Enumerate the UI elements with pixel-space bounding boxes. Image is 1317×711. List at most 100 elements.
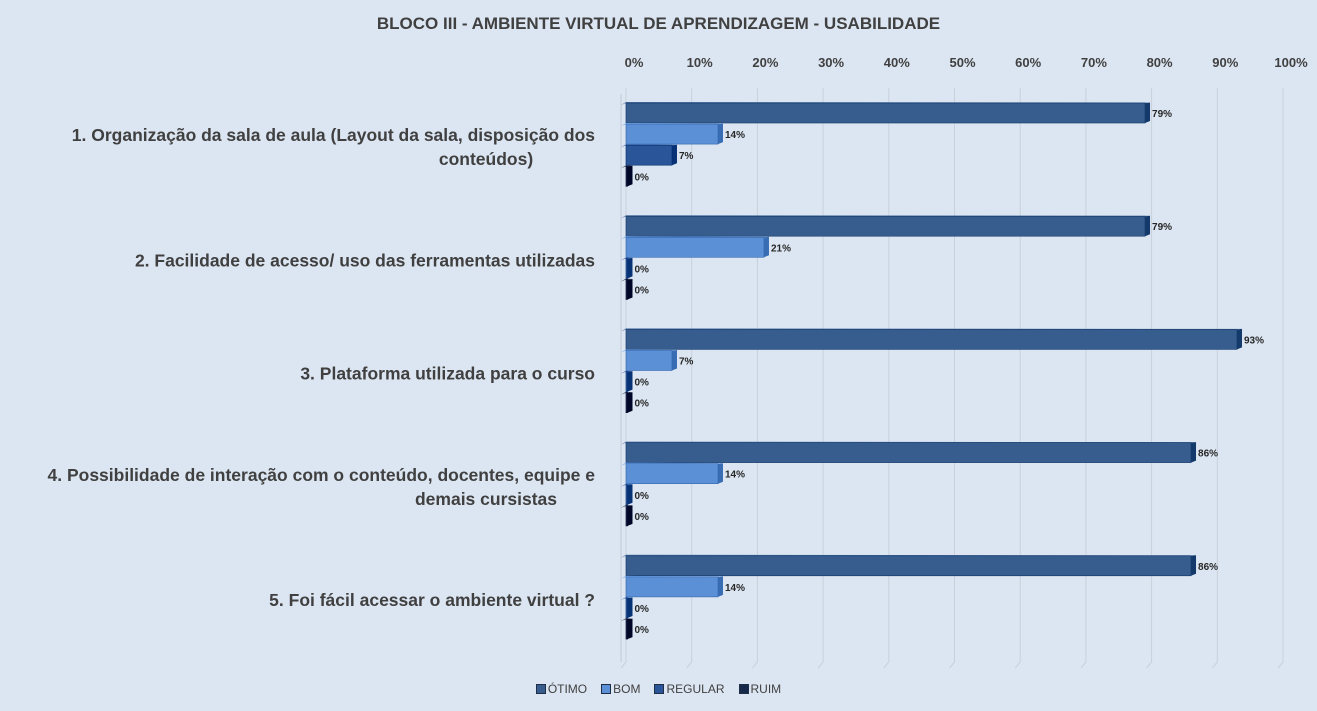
data-label: 0% (635, 512, 650, 523)
x-tick-label: 100% (1274, 55, 1308, 70)
bar-top (621, 618, 633, 622)
bar-side (627, 165, 633, 187)
bar (625, 618, 628, 640)
x-tick-label: 70% (1081, 55, 1107, 70)
chart-legend: ÓTIMO BOM REGULAR RUIM (0, 682, 1317, 696)
category-label: 2. Facilidade de acesso/ uso das ferrame… (135, 250, 595, 270)
bar-side (763, 236, 769, 258)
bar-side (1191, 555, 1197, 576)
bar-side (1145, 215, 1151, 237)
bar-side (671, 350, 677, 371)
bar-top (621, 483, 633, 487)
data-label: 0% (635, 604, 650, 615)
bar (625, 392, 628, 414)
gridline-floor (1080, 661, 1087, 669)
legend-label: BOM (613, 682, 641, 696)
bar-side (627, 392, 633, 413)
bar (625, 123, 719, 145)
legend-label: RUIM (750, 682, 782, 696)
x-tick-label: 0% (625, 55, 644, 70)
legend-swatch (654, 684, 665, 694)
data-label: 0% (635, 399, 650, 410)
category-label: 4. Possibilidade de interação com o cont… (48, 465, 596, 485)
data-label: 86% (1198, 562, 1218, 573)
bar (625, 505, 628, 527)
gridline-floor (686, 661, 693, 669)
gridline-floor (1277, 661, 1284, 669)
x-tick-label: 60% (1015, 55, 1041, 70)
legend-item: ÓTIMO (535, 682, 588, 696)
bar-side (717, 463, 723, 484)
bar (625, 279, 628, 300)
data-label: 0% (635, 378, 650, 389)
data-label: 0% (635, 264, 650, 275)
data-label: 14% (725, 130, 745, 141)
data-label: 14% (725, 470, 745, 481)
data-label: 21% (771, 243, 791, 254)
legend-item: BOM (601, 682, 640, 696)
bar (625, 237, 765, 258)
bar-top (621, 504, 633, 508)
category-label: 1. Organização da sala de aula (Layout d… (72, 125, 595, 145)
data-label: 7% (679, 151, 694, 162)
x-tick-label: 90% (1212, 55, 1238, 70)
category-label: 5. Foi fácil acessar o ambiente virtual … (269, 590, 595, 610)
bar-side (1191, 442, 1197, 463)
bar-side (627, 484, 633, 505)
bar-side (627, 505, 633, 526)
legend-swatch (535, 684, 546, 694)
bar-side (627, 257, 633, 279)
bar (625, 597, 628, 619)
data-label: 79% (1152, 222, 1172, 233)
x-tick-label: 10% (687, 55, 713, 70)
gridline-floor (1146, 661, 1152, 669)
data-label: 0% (635, 491, 650, 502)
bar-top (621, 257, 633, 261)
gridline-floor (883, 661, 890, 669)
legend-label: ÓTIMO (547, 682, 588, 696)
bar-top (621, 391, 633, 395)
gridline-floor (949, 661, 955, 669)
bar (625, 442, 1192, 463)
bar (625, 484, 628, 506)
x-tick-label: 30% (818, 55, 844, 70)
data-label: 79% (1152, 109, 1172, 120)
data-label: 14% (725, 583, 745, 594)
bar-top (621, 165, 633, 169)
data-label: 0% (635, 172, 650, 183)
gridline-floor (752, 661, 758, 669)
bar-side (1237, 328, 1243, 350)
x-tick-label: 50% (949, 55, 975, 70)
bar-top (621, 278, 633, 282)
legend-item: RUIM (738, 682, 782, 696)
x-tick-label: 20% (752, 55, 778, 70)
bar (625, 350, 673, 371)
bar-side (671, 144, 677, 166)
legend-swatch (738, 684, 749, 694)
category-label: 3. Plataforma utilizada para o curso (300, 364, 595, 384)
bar (625, 329, 1238, 350)
legend-label: REGULAR (666, 682, 725, 696)
bar (625, 463, 719, 485)
data-label: 7% (679, 357, 694, 368)
bar (625, 215, 1146, 237)
bar-side (717, 576, 723, 597)
bar (625, 102, 1146, 124)
category-label: conteúdos) (439, 149, 533, 169)
bar (625, 258, 628, 279)
x-tick-label: 40% (884, 55, 910, 70)
category-label: demais cursistas (415, 489, 557, 509)
legend-item: REGULAR (654, 682, 725, 696)
bar-side (627, 371, 633, 392)
x-tick-label: 80% (1147, 55, 1173, 70)
gridline-floor (1211, 661, 1218, 669)
bar-side (627, 279, 633, 300)
data-label: 0% (635, 625, 650, 636)
bar (625, 371, 628, 392)
bar (625, 144, 673, 166)
bar-top (621, 370, 633, 374)
chart-title: BLOCO III - AMBIENTE VIRTUAL DE APRENDIZ… (376, 14, 941, 33)
bar-top (621, 597, 633, 600)
bar (625, 576, 719, 598)
data-label: 86% (1198, 449, 1218, 460)
